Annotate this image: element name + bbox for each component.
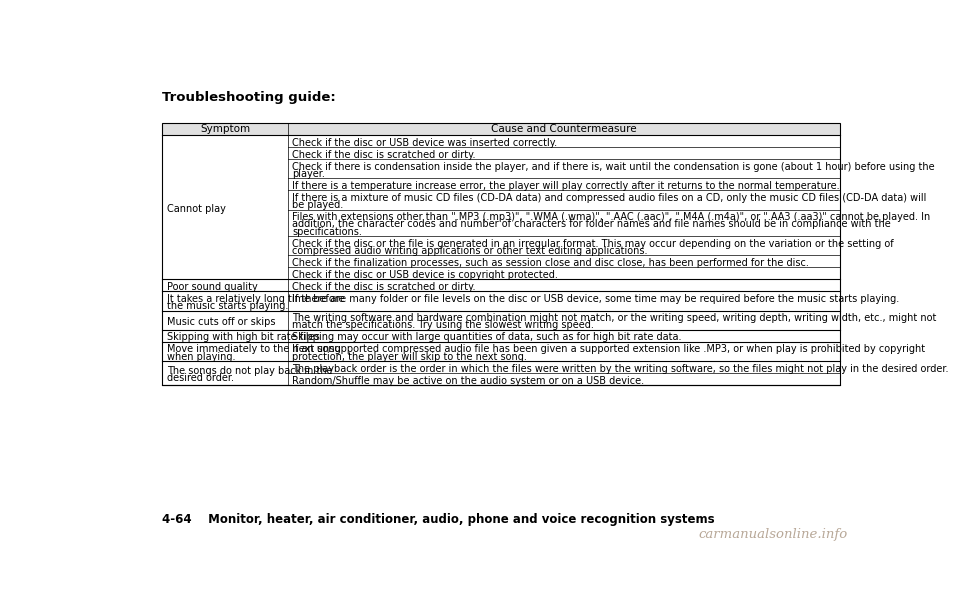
Text: match the specifications. Try using the slowest writing speed.: match the specifications. Try using the … — [292, 320, 594, 331]
Text: carmanualsonline.info: carmanualsonline.info — [698, 529, 848, 541]
Text: the music starts playing.: the music starts playing. — [167, 301, 288, 311]
Text: Poor sound quality: Poor sound quality — [167, 282, 257, 292]
Text: Move immediately to the next song: Move immediately to the next song — [167, 344, 341, 354]
Bar — [162, 123, 840, 135]
Text: Cannot play: Cannot play — [167, 203, 226, 214]
Text: If there is a temperature increase error, the player will play correctly after i: If there is a temperature increase error… — [292, 181, 840, 191]
Text: Symptom: Symptom — [200, 124, 251, 134]
Text: Check if the disc or the file is generated in an irregular format. This may occu: Check if the disc or the file is generat… — [292, 238, 894, 249]
Text: Check if there is condensation inside the player, and if there is, wait until th: Check if there is condensation inside th… — [292, 161, 935, 172]
Text: Check if the finalization processes, such as session close and disc close, has b: Check if the finalization processes, suc… — [292, 258, 809, 268]
Text: Check if the disc or USB device is copyright protected.: Check if the disc or USB device is copyr… — [292, 270, 558, 280]
Text: It takes a relatively long time before: It takes a relatively long time before — [167, 294, 345, 304]
Text: 4-64    Monitor, heater, air conditioner, audio, phone and voice recognition sys: 4-64 Monitor, heater, air conditioner, a… — [162, 513, 715, 526]
Text: Check if the disc or USB device was inserted correctly.: Check if the disc or USB device was inse… — [292, 137, 558, 148]
Text: compressed audio writing applications or other text editing applications.: compressed audio writing applications or… — [292, 246, 648, 256]
Text: Skipping may occur with large quantities of data, such as for high bit rate data: Skipping may occur with large quantities… — [292, 332, 682, 342]
Text: Music cuts off or skips: Music cuts off or skips — [167, 316, 276, 327]
Text: Random/Shuffle may be active on the audio system or on a USB device.: Random/Shuffle may be active on the audi… — [292, 376, 644, 386]
Text: player.: player. — [292, 169, 325, 179]
Text: addition, the character codes and number of characters for folder names and file: addition, the character codes and number… — [292, 219, 891, 229]
Text: specifications.: specifications. — [292, 227, 362, 236]
Text: If there is a mixture of music CD files (CD-DA data) and compressed audio files : If there is a mixture of music CD files … — [292, 193, 926, 203]
Text: desired order.: desired order. — [167, 373, 234, 383]
Text: If there are many folder or file levels on the disc or USB device, some time may: If there are many folder or file levels … — [292, 294, 900, 304]
Text: Troubleshooting guide:: Troubleshooting guide: — [162, 91, 336, 104]
Text: protection, the player will skip to the next song.: protection, the player will skip to the … — [292, 351, 527, 362]
Text: be played.: be played. — [292, 200, 344, 210]
Text: Files with extensions other than ".MP3 (.mp3)", ".WMA (.wma)", ".AAC (.aac)", ".: Files with extensions other than ".MP3 (… — [292, 212, 930, 222]
Text: Cause and Countermeasure: Cause and Countermeasure — [492, 124, 636, 134]
Text: The songs do not play back in the: The songs do not play back in the — [167, 366, 332, 376]
Text: If an unsupported compressed audio file has been given a supported extension lik: If an unsupported compressed audio file … — [292, 344, 925, 354]
Text: when playing.: when playing. — [167, 351, 235, 362]
Bar — [162, 123, 840, 385]
Text: Skipping with high bit rate files: Skipping with high bit rate files — [167, 332, 320, 342]
Text: Check if the disc is scratched or dirty.: Check if the disc is scratched or dirty. — [292, 150, 476, 159]
Text: The writing software and hardware combination might not match, or the writing sp: The writing software and hardware combin… — [292, 313, 937, 323]
Text: Check if the disc is scratched or dirty.: Check if the disc is scratched or dirty. — [292, 282, 476, 292]
Text: The playback order is the order in which the files were written by the writing s: The playback order is the order in which… — [292, 364, 948, 373]
